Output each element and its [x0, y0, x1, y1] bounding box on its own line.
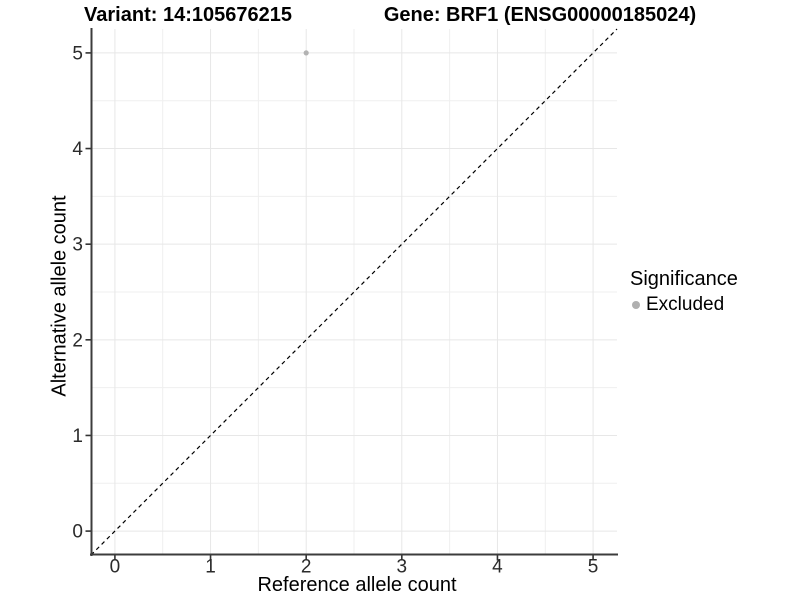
data-point — [303, 50, 309, 56]
x-tick-label: 3 — [397, 557, 408, 578]
y-tick-label: 2 — [72, 330, 83, 351]
y-tick-label: 1 — [72, 426, 83, 447]
y-tick-label: 5 — [72, 43, 83, 64]
legend: Significance Excluded — [630, 268, 738, 316]
x-tick-label: 0 — [110, 557, 121, 578]
plot-title-gene: Gene: BRF1 (ENSG00000185024) — [383, 4, 697, 26]
legend-entry-excluded: Excluded — [630, 294, 738, 316]
legend-title: Significance — [630, 268, 738, 290]
plot-panel-svg: 0 1 2 3 4 5 0 1 2 3 4 5 — [72, 28, 618, 578]
y-tick-label: 3 — [72, 235, 83, 256]
legend-point-icon — [632, 301, 640, 309]
x-tick-label: 4 — [492, 557, 503, 578]
x-axis-title: Reference allele count — [257, 574, 457, 596]
x-tick-label: 2 — [301, 557, 312, 578]
y-axis-title: Alternative allele count — [48, 195, 71, 397]
legend-entry-label: Excluded — [646, 294, 725, 315]
identity-dashed-line — [90, 28, 618, 556]
plot-title-variant: Variant: 14:105676215 — [84, 4, 292, 26]
y-tick-label: 0 — [72, 522, 83, 543]
x-tick-label: 1 — [205, 557, 216, 578]
x-tick-label: 5 — [588, 557, 599, 578]
plot-panel: 0 1 2 3 4 5 0 1 2 3 4 5 — [72, 28, 618, 578]
y-tick-label: 4 — [72, 139, 83, 160]
